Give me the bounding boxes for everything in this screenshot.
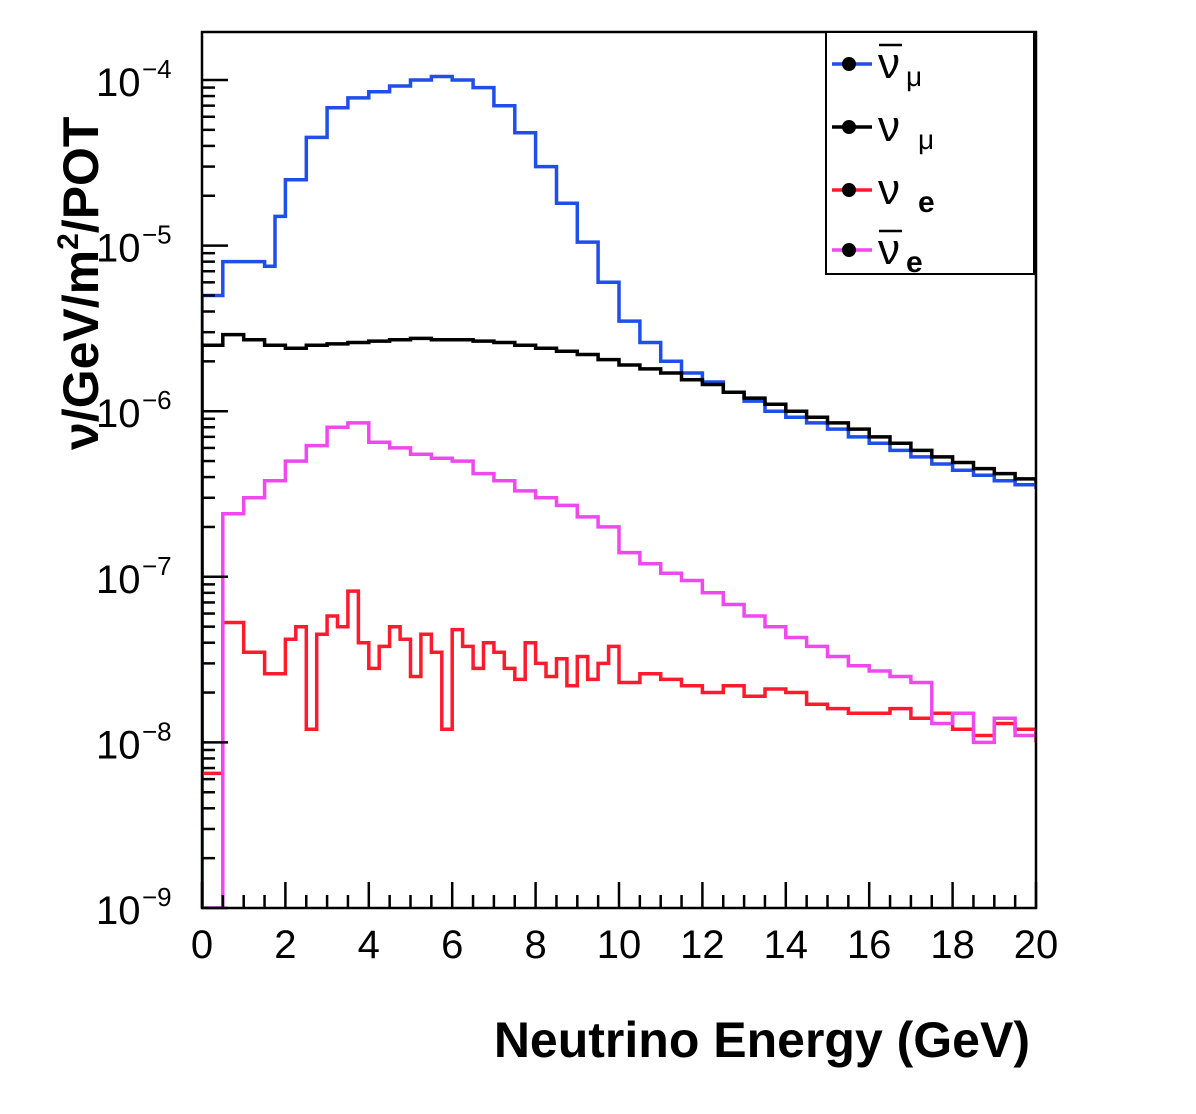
legend-symbol: ν — [878, 102, 900, 151]
legend-subscript: e — [918, 186, 935, 219]
y-tick-label: 10 −9 — [96, 882, 172, 933]
series-line-3 — [202, 421, 1036, 908]
y-tick-label: 10 −6 — [96, 385, 172, 436]
legend-marker — [842, 120, 856, 134]
y-tick-base: 10 — [96, 61, 141, 105]
y-tick-exponent: −9 — [142, 882, 172, 912]
legend-marker — [842, 57, 856, 71]
legend-symbol: ν — [878, 225, 900, 274]
y-tick-base: 10 — [96, 558, 141, 602]
y-tick-exponent: −7 — [142, 551, 172, 581]
y-tick-base: 10 — [96, 723, 141, 767]
x-tick-label: 0 — [191, 923, 213, 967]
legend-symbol: ν — [878, 39, 900, 88]
y-tick-label: 10 −5 — [96, 220, 172, 271]
x-tick-label: 14 — [764, 923, 809, 967]
x-tick-label: 16 — [847, 923, 892, 967]
series-line-1 — [202, 332, 1036, 908]
legend-subscript: μ — [906, 61, 922, 92]
x-tick-label: 20 — [1014, 923, 1059, 967]
legend: ν μν μν eν e — [825, 31, 1035, 279]
x-tick-label: 12 — [680, 923, 725, 967]
series-line-2 — [202, 589, 1036, 908]
legend-marker — [842, 243, 856, 257]
series-layer — [202, 74, 1036, 908]
y-tick-label: 10 −4 — [96, 54, 172, 105]
x-tick-label: 10 — [597, 923, 642, 967]
y-axis-title: ν/GeV/m2/POT — [52, 117, 109, 450]
y-axis-title-main: ν/GeV/m — [53, 250, 109, 450]
y-tick-label: 10 −8 — [96, 716, 172, 767]
x-tick-label: 2 — [274, 923, 296, 967]
x-tick-label: 18 — [930, 923, 975, 967]
legend-box — [825, 31, 1035, 275]
legend-marker — [842, 183, 856, 197]
y-tick-label: 10 −7 — [96, 551, 172, 602]
y-tick-base: 10 — [96, 889, 141, 933]
y-tick-base: 10 — [96, 227, 141, 271]
ticks-layer — [200, 78, 1038, 910]
x-tick-labels: 0 2 4 6 8 10 12 14 16 18 20 — [191, 923, 1058, 967]
y-tick-exponent: −6 — [142, 385, 172, 415]
x-tick-label: 6 — [441, 923, 463, 967]
y-tick-exponent: −8 — [142, 716, 172, 746]
x-axis-title: Neutrino Energy (GeV) — [494, 1012, 1030, 1068]
x-tick-label: 8 — [524, 923, 546, 967]
legend-subscript: e — [906, 246, 923, 279]
y-tick-labels: 10−910−810−710−610−510−4 — [96, 54, 172, 933]
y-tick-exponent: −5 — [142, 220, 172, 250]
legend-symbol: ν — [878, 165, 900, 214]
x-tick-label: 4 — [358, 923, 380, 967]
y-tick-exponent: −4 — [142, 54, 172, 84]
y-tick-base: 10 — [96, 392, 141, 436]
series-line-0 — [202, 74, 1036, 908]
legend-subscript: μ — [918, 124, 934, 155]
y-axis-title-sup: 2 — [52, 233, 85, 250]
y-axis-title-tail: /POT — [53, 117, 109, 234]
